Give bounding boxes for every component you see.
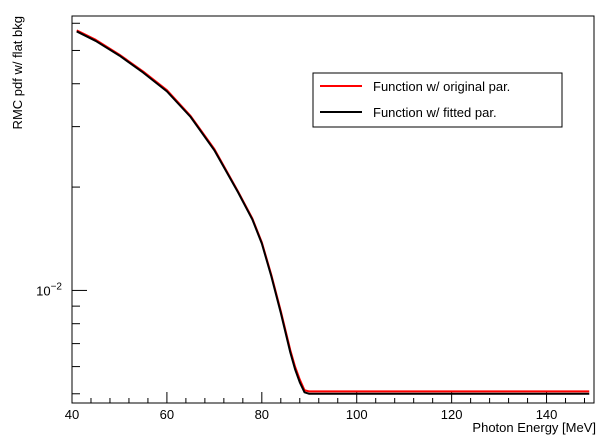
y-tick-label: 10−2 bbox=[36, 281, 62, 298]
legend-label-original: Function w/ original par. bbox=[373, 79, 510, 94]
legend-box bbox=[312, 72, 563, 128]
x-axis-ticks: 40 60 80 100 120 140 bbox=[65, 392, 586, 422]
legend-label-fitted: Function w/ fitted par. bbox=[373, 105, 497, 120]
plot-border bbox=[71, 15, 595, 404]
x-tick-label: 100 bbox=[346, 407, 368, 422]
series-line-fitted bbox=[76, 30, 590, 395]
x-tick-label: 80 bbox=[255, 407, 269, 422]
y-axis-title: RMC pdf w/ flat bkg bbox=[10, 16, 25, 129]
x-tick-label: 140 bbox=[536, 407, 558, 422]
x-axis-title: Photon Energy [MeV] bbox=[472, 420, 596, 435]
legend: Function w/ original par. Function w/ fi… bbox=[312, 72, 563, 128]
y-axis-ticks: 10−2 bbox=[36, 22, 87, 395]
x-tick-label: 120 bbox=[441, 407, 463, 422]
plot-frame bbox=[71, 15, 595, 404]
series-layer bbox=[76, 29, 590, 395]
x-tick-label: 60 bbox=[160, 407, 174, 422]
x-tick-label: 40 bbox=[65, 407, 79, 422]
